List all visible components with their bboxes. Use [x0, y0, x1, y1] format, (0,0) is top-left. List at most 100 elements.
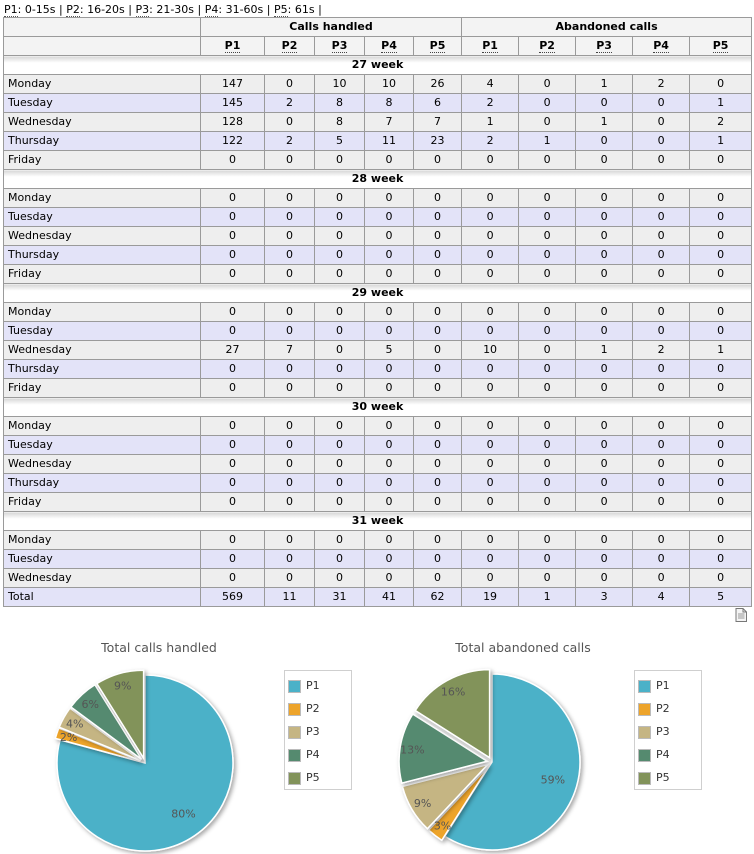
legend-item-p2[interactable]: P2 — [288, 701, 348, 717]
document-export-icon[interactable] — [735, 608, 747, 622]
value-cell: 0 — [264, 416, 315, 436]
column-header: P2 — [518, 36, 577, 56]
legend-item-p3[interactable]: P3 — [638, 724, 698, 740]
value-cell: 0 — [314, 340, 365, 360]
value-cell: 0 — [632, 359, 691, 379]
value-cell: 0 — [689, 568, 753, 588]
day-cell: Friday — [3, 150, 201, 170]
value-cell: 0 — [632, 264, 691, 284]
value-cell: 0 — [314, 150, 365, 170]
value-cell: 0 — [461, 549, 520, 569]
value-cell: 0 — [412, 226, 463, 246]
day-cell: Wednesday — [3, 112, 201, 132]
value-cell: 0 — [412, 416, 463, 436]
week-header-row: 27 week — [2, 55, 753, 75]
value-cell: 0 — [461, 207, 520, 227]
value-cell: 0 — [632, 454, 691, 474]
value-cell: 128 — [200, 112, 265, 132]
legend-label: P3 — [656, 725, 670, 738]
value-cell: 0 — [314, 188, 365, 208]
separator: | — [124, 3, 136, 16]
value-cell: 0 — [314, 416, 365, 436]
legend-label: P3 — [306, 725, 320, 738]
value-cell: 0 — [575, 359, 634, 379]
pie-slice-p2 — [54, 727, 141, 763]
value-cell: 2 — [461, 93, 520, 113]
value-cell: 0 — [264, 150, 315, 170]
value-cell: 0 — [314, 359, 365, 379]
value-cell: 0 — [200, 454, 265, 474]
separator: | — [194, 3, 205, 16]
total-value-cell: 569 — [200, 587, 265, 607]
value-cell: 0 — [314, 245, 365, 265]
value-cell: 0 — [461, 473, 520, 493]
total-value-cell: 41 — [364, 587, 414, 607]
pie-slice-p5 — [95, 669, 145, 761]
value-cell: 0 — [518, 454, 577, 474]
column-header: P4 — [632, 36, 691, 56]
value-cell: 0 — [200, 150, 265, 170]
total-value-cell: 4 — [632, 587, 691, 607]
pie-slice-p2 — [427, 765, 490, 842]
value-cell: 0 — [364, 245, 414, 265]
value-cell: 0 — [264, 473, 315, 493]
legend-item-p1[interactable]: P1 — [638, 678, 698, 694]
legend-item-p2[interactable]: P2 — [638, 701, 698, 717]
value-cell: 0 — [264, 207, 315, 227]
legend-item-p4[interactable]: P4 — [638, 747, 698, 763]
legend-item-p5[interactable]: P5 — [288, 770, 348, 786]
value-cell: 0 — [689, 454, 753, 474]
value-cell: 122 — [200, 131, 265, 151]
legend-item-p1[interactable]: P1 — [288, 678, 348, 694]
value-cell: 0 — [314, 302, 365, 322]
value-cell: 8 — [314, 112, 365, 132]
period-range: : 21-30s — [149, 3, 195, 16]
value-cell: 5 — [314, 131, 365, 151]
value-cell: 0 — [200, 264, 265, 284]
value-cell: 0 — [689, 549, 753, 569]
value-cell: 0 — [314, 226, 365, 246]
legend-item-p3[interactable]: P3 — [288, 724, 348, 740]
period-range: : 31-60s — [218, 3, 264, 16]
value-cell: 0 — [412, 340, 463, 360]
value-cell: 0 — [364, 378, 414, 398]
value-cell: 0 — [461, 264, 520, 284]
value-cell: 0 — [412, 245, 463, 265]
chart-title: Total abandoned calls — [455, 640, 591, 655]
abandoned-calls-chart: Total abandoned calls 59% 3% 9% 13% 16% P1 P2… — [377, 636, 754, 854]
separator: | — [55, 3, 67, 16]
value-cell: 10 — [461, 340, 520, 360]
value-cell: 0 — [200, 492, 265, 512]
week-label: 30 week — [2, 397, 753, 417]
value-cell: 0 — [575, 131, 634, 151]
table-row: Wednesday 0 0 0 0 0 0 0 0 0 0 — [3, 226, 753, 246]
table-row: Tuesday 145 2 8 8 6 2 0 0 0 1 — [3, 93, 753, 113]
value-cell: 0 — [364, 435, 414, 455]
value-cell: 0 — [632, 112, 691, 132]
table-row: Thursday 0 0 0 0 0 0 0 0 0 0 — [3, 359, 753, 379]
value-cell: 0 — [200, 207, 265, 227]
value-cell: 0 — [314, 568, 365, 588]
value-cell: 0 — [632, 188, 691, 208]
value-cell: 145 — [200, 93, 265, 113]
value-cell: 0 — [200, 226, 265, 246]
value-cell: 0 — [364, 549, 414, 569]
table-row: Wednesday 128 0 8 7 7 1 0 1 0 2 — [3, 112, 753, 132]
value-cell: 0 — [518, 226, 577, 246]
legend-item-p5[interactable]: P5 — [638, 770, 698, 786]
legend-label: P2 — [306, 702, 320, 715]
column-header: P3 — [575, 36, 634, 56]
value-cell: 0 — [314, 264, 365, 284]
value-cell: 0 — [364, 454, 414, 474]
value-cell: 1 — [689, 131, 753, 151]
value-cell: 0 — [575, 188, 634, 208]
value-cell: 0 — [518, 302, 577, 322]
column-header: P5 — [689, 36, 753, 56]
pie-svg: 59% 3%9% 13% 16% — [398, 668, 581, 851]
day-cell: Monday — [3, 530, 201, 550]
week-header-row: 31 week — [2, 511, 753, 531]
column-header-label: P2 — [539, 39, 555, 53]
day-cell: Wednesday — [3, 568, 201, 588]
legend-swatch — [638, 772, 651, 785]
legend-item-p4[interactable]: P4 — [288, 747, 348, 763]
